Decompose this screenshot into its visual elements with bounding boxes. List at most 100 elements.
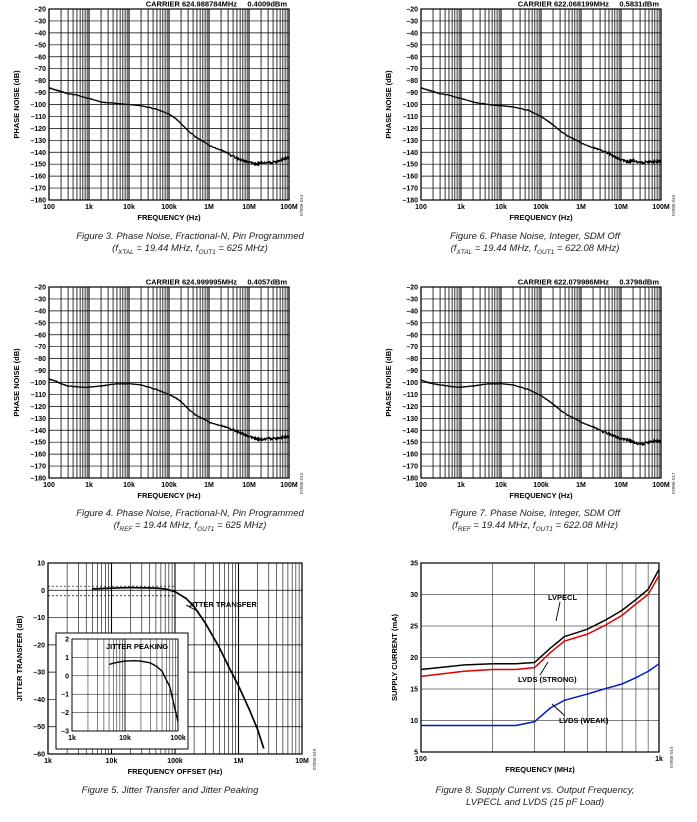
caption-fig5: Figure 5. Jitter Transfer and Jitter Pea… bbox=[20, 785, 320, 797]
fig5-inset-label: JITTER PEAKING bbox=[106, 642, 168, 651]
fig6-plot-frame bbox=[420, 8, 662, 201]
fig4-xtick-label: 100k bbox=[161, 482, 177, 489]
fig5-inset-ytick: 1 bbox=[65, 655, 69, 662]
caption-fig4: Figure 4. Phase Noise, Fractional-N, Pin… bbox=[40, 508, 340, 536]
fig8-xlabel: FREQUENCY (MHz) bbox=[505, 765, 575, 774]
fig3-figure-code: 07806-014 bbox=[299, 194, 304, 216]
fig8-xtick-label: 1k bbox=[655, 756, 663, 763]
fig6-figure-code: 07806-016 bbox=[671, 194, 676, 216]
fig5-inset-xtick: 100k bbox=[170, 735, 186, 742]
fig7-xtick-label: 100M bbox=[652, 482, 670, 489]
chart-fig3: –20 –30 –40 –50 –60 –70 –80 –90 –100 –110 –120 –130… bbox=[12, 0, 304, 222]
fig3-xtick-label: 10M bbox=[242, 204, 256, 211]
fig5-inset-xtick: 10k bbox=[119, 735, 131, 742]
fig5-inset-xtick: 1k bbox=[68, 735, 76, 742]
fig7-ytick-label: –20 bbox=[406, 285, 418, 292]
fig3-ylabel: PHASE NOISE (dB) bbox=[12, 70, 21, 139]
fig4-ytick-label: –90 bbox=[34, 368, 46, 375]
fig5-ylabel: JITTER TRANSFER (dB) bbox=[15, 615, 24, 701]
fig3-ytick-label: –170 bbox=[30, 186, 46, 193]
fig4-phase-noise-line bbox=[48, 378, 290, 442]
fig5-ytick-label: –20 bbox=[33, 642, 45, 649]
fig3-ytick-label: –180 bbox=[30, 198, 46, 205]
fig8-xtick-label: 100 bbox=[415, 756, 427, 763]
fig4-ytick-label: –150 bbox=[30, 440, 46, 447]
caption-fig3-line1: Figure 3. Phase Noise, Fractional-N, Pin… bbox=[76, 231, 304, 242]
fig7-ytick-label: –90 bbox=[406, 368, 418, 375]
fig4-ytick-label: –50 bbox=[34, 320, 46, 327]
fig7-ytick-label: –50 bbox=[406, 320, 418, 327]
fig4-header-power: 0.4057dBm bbox=[247, 278, 287, 287]
fig5-inset-ytick: 0 bbox=[65, 673, 69, 680]
fig6-ytick-label: –120 bbox=[402, 126, 418, 133]
fig4-ylabel: PHASE NOISE (dB) bbox=[12, 348, 21, 417]
fig3-ytick-label: –30 bbox=[34, 18, 46, 25]
chart-fig6: –20 –30 –40 –50 –60 –70 –80 –90 –100 –110 –120 –130… bbox=[384, 0, 676, 222]
fig4-xlabel: FREQUENCY (Hz) bbox=[137, 491, 201, 500]
fig4-ytick-label: –40 bbox=[34, 308, 46, 315]
fig3-ytick-label: –130 bbox=[30, 138, 46, 145]
fig7-xtick-label: 10M bbox=[614, 482, 628, 489]
fig4-ytick-label: –160 bbox=[30, 452, 46, 459]
fig4-ytick-label: –30 bbox=[34, 296, 46, 303]
fig7-ytick-label: –40 bbox=[406, 308, 418, 315]
fig6-ytick-label: –20 bbox=[406, 7, 418, 14]
fig6-ytick-label: –130 bbox=[402, 138, 418, 145]
fig6-xtick-label: 10k bbox=[495, 204, 507, 211]
fig7-header-carrier: CARRIER 622.079986MHz bbox=[518, 278, 610, 287]
fig4-xtick-label: 1k bbox=[85, 482, 93, 489]
fig5-inset-frame bbox=[71, 638, 179, 732]
fig4-xtick-label: 100 bbox=[43, 482, 55, 489]
fig4-ytick-label: –130 bbox=[30, 416, 46, 423]
fig7-ytick-label: –120 bbox=[402, 404, 418, 411]
fig5-xlabel: FREQUENCY OFFSET (Hz) bbox=[128, 767, 223, 776]
caption-fig8: Figure 8. Supply Current vs. Output Freq… bbox=[385, 785, 685, 809]
fig3-ytick-label: –140 bbox=[30, 150, 46, 157]
fig6-ytick-label: –50 bbox=[406, 42, 418, 49]
fig5-ytick-label: 10 bbox=[37, 561, 45, 568]
fig7-ytick-label: –160 bbox=[402, 452, 418, 459]
caption-fig7-line1: Figure 7. Phase Noise, Integer, SDM Off bbox=[449, 508, 621, 519]
fig5-ytick-label: –10 bbox=[33, 615, 45, 622]
fig5-inset-ytick: –3 bbox=[61, 729, 69, 736]
fig7-figure-code: 07806-017 bbox=[671, 472, 676, 494]
fig8-leader-lvds-strong bbox=[539, 661, 549, 676]
caption-fig5-line1: Figure 5. Jitter Transfer and Jitter Pea… bbox=[81, 785, 259, 796]
fig4-ytick-label: –170 bbox=[30, 464, 46, 471]
fig4-xtick-label: 10M bbox=[242, 482, 256, 489]
fig3-ytick-label: –120 bbox=[30, 126, 46, 133]
fig3-phase-noise-line bbox=[48, 87, 290, 167]
fig8-ylabel: SUPPLY CURRENT (mA) bbox=[390, 613, 399, 701]
fig5-ytick-label: –60 bbox=[33, 752, 45, 759]
fig3-ytick-label: –80 bbox=[34, 78, 46, 85]
fig8-lvds-strong-line bbox=[420, 575, 660, 678]
fig6-ytick-label: –80 bbox=[406, 78, 418, 85]
fig5-inset-ytick: 2 bbox=[65, 637, 69, 644]
fig6-xtick-label: 1k bbox=[457, 204, 465, 211]
fig4-plot-frame bbox=[48, 286, 290, 479]
fig8-figure-code: 07806-019 bbox=[669, 746, 674, 768]
fig5-xtick-label: 1k bbox=[44, 758, 52, 765]
fig8-ytick-label: 15 bbox=[410, 687, 418, 694]
fig7-xtick-label: 100 bbox=[415, 482, 427, 489]
fig3-xtick-label: 100k bbox=[161, 204, 177, 211]
fig5-xtick-label: 10k bbox=[106, 758, 118, 765]
fig7-ytick-label: –170 bbox=[402, 464, 418, 471]
fig6-ytick-label: –160 bbox=[402, 174, 418, 181]
fig7-xtick-label: 1k bbox=[457, 482, 465, 489]
fig8-lvpecl-line bbox=[420, 568, 660, 671]
fig3-ytick-label: –70 bbox=[34, 66, 46, 73]
fig7-plot-frame bbox=[420, 286, 662, 479]
fig6-header-carrier: CARRIER 622.068199MHz bbox=[518, 0, 610, 9]
caption-fig4-line2: (fREF = 19.44 MHz, fOUT1 = 625 MHz) bbox=[113, 520, 267, 533]
fig6-xtick-label: 10M bbox=[614, 204, 628, 211]
caption-fig8-line1: Figure 8. Supply Current vs. Output Freq… bbox=[435, 785, 635, 796]
caption-fig8-line2: LVPECL and LVDS (15 pF Load) bbox=[465, 797, 605, 808]
fig7-phase-noise-line bbox=[420, 379, 662, 447]
fig8-label-lvds-strong: LVDS (STRONG) bbox=[518, 675, 577, 684]
fig6-ytick-label: –100 bbox=[402, 102, 418, 109]
fig8-leader-lvpecl bbox=[555, 601, 561, 622]
fig3-xtick-label: 10k bbox=[123, 204, 135, 211]
